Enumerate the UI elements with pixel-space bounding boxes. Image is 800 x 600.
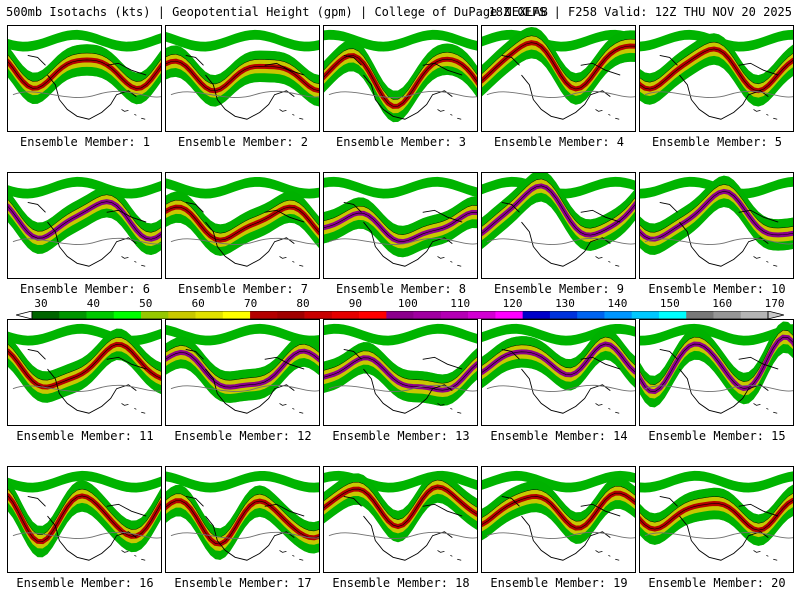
colorbar-segment [59, 311, 87, 319]
colorbar-segment [86, 311, 115, 319]
colorbar-segment [304, 311, 333, 319]
colorbar-tick-label: 50 [139, 297, 153, 310]
colorbar-segment [113, 311, 142, 319]
colorbar-segment [522, 311, 551, 319]
ensemble-map-7 [165, 172, 320, 279]
colorbar-segment [141, 311, 169, 319]
colorbar-segment [604, 311, 632, 319]
ensemble-member-label: Ensemble Member: 13 [332, 429, 470, 443]
ensemble-map-14 [481, 319, 636, 426]
colorbar-segment [686, 311, 714, 319]
ensemble-member-label: Ensemble Member: 5 [651, 135, 783, 149]
colorbar-segment [658, 311, 687, 319]
colorbar-segment [413, 311, 442, 319]
ensemble-member-label: Ensemble Member: 14 [490, 429, 628, 443]
chart-title: 500mb Isotachs (kts) | Geopotential Heig… [6, 5, 548, 19]
colorbar-tick-label: 40 [86, 297, 101, 310]
ensemble-member-label: Ensemble Member: 19 [490, 576, 628, 590]
ensemble-map-12 [165, 319, 320, 426]
colorbar-left-arrow [16, 311, 33, 319]
colorbar-tick-label: 130 [555, 297, 575, 310]
ensemble-map-11 [7, 319, 162, 426]
colorbar-tick-labels: 30 40 50 60 70 80 90 100 110 120 130 140 150 160 170 [0, 297, 800, 311]
colorbar-tick-label: 170 [764, 297, 785, 310]
colorbar-segment [713, 311, 742, 319]
ensemble-member-label: Ensemble Member: 10 [648, 282, 786, 296]
ensemble-member-label: Ensemble Member: 12 [174, 429, 312, 443]
colorbar-segment [277, 311, 305, 319]
ensemble-member-label: Ensemble Member: 3 [335, 135, 467, 149]
ensemble-member-label: Ensemble Member: 6 [19, 282, 151, 296]
ensemble-map-20 [639, 466, 794, 573]
ensemble-map-3 [323, 25, 478, 132]
ensemble-member-label: Ensemble Member: 16 [16, 576, 154, 590]
ensemble-map-10 [639, 172, 794, 279]
ensemble-map-17 [165, 466, 320, 573]
colorbar-segment [222, 311, 251, 319]
ensemble-map-8 [323, 172, 478, 279]
ensemble-member-label: Ensemble Member: 20 [648, 576, 786, 590]
ensemble-member-label: Ensemble Member: 2 [177, 135, 309, 149]
colorbar-segment [168, 311, 196, 319]
colorbar-segment [386, 311, 414, 319]
ensemble-map-19 [481, 466, 636, 573]
colorbar-tick-label: 90 [348, 297, 363, 310]
ensemble-member-label: Ensemble Member: 4 [493, 135, 625, 149]
colorbar-tick-label: 150 [659, 297, 680, 310]
colorbar-tick-label: 80 [296, 297, 310, 310]
ensemble-map-2 [165, 25, 320, 132]
colorbar-tick-label: 100 [397, 297, 418, 310]
ensemble-map-1 [7, 25, 162, 132]
colorbar-segment [631, 311, 660, 319]
colorbar-segment [549, 311, 578, 319]
ensemble-member-label: Ensemble Member: 18 [332, 576, 470, 590]
ensemble-map-18 [323, 466, 478, 573]
colorbar-tick-label: 140 [607, 297, 628, 310]
ensemble-member-label: Ensemble Member: 8 [335, 282, 467, 296]
colorbar-tick-label: 70 [243, 297, 258, 310]
colorbar-tick-label: 110 [450, 297, 471, 310]
ensemble-map-9 [481, 172, 636, 279]
colorbar-segment [359, 311, 387, 319]
ensemble-member-label: Ensemble Member: 9 [493, 282, 625, 296]
ensemble-member-label: Ensemble Member: 1 [19, 135, 151, 149]
ensemble-member-label: Ensemble Member: 15 [648, 429, 786, 443]
colorbar-right-arrow [767, 311, 784, 319]
colorbar-segment [495, 311, 523, 319]
ensemble-map-4 [481, 25, 636, 132]
colorbar-tick-label: 120 [502, 297, 523, 310]
ensemble-map-13 [323, 319, 478, 426]
colorbar-segment [32, 311, 60, 319]
colorbar-tick-label: 60 [191, 297, 205, 310]
ensemble-map-16 [7, 466, 162, 573]
wind-speed-colorbar [16, 311, 784, 319]
run-valid-time: 18Z GEFS | F258 Valid: 12Z THU NOV 20 20… [488, 5, 792, 19]
colorbar-segment [250, 311, 278, 319]
colorbar-segment [195, 311, 224, 319]
colorbar-segment [740, 311, 769, 319]
ensemble-member-label: Ensemble Member: 11 [16, 429, 154, 443]
ensemble-member-label: Ensemble Member: 7 [177, 282, 309, 296]
ensemble-map-5 [639, 25, 794, 132]
ensemble-member-label: Ensemble Member: 17 [174, 576, 312, 590]
colorbar-tick-label: 30 [34, 297, 48, 310]
colorbar-tick-label: 160 [712, 297, 733, 310]
colorbar-segment [468, 311, 496, 319]
ensemble-map-15 [639, 319, 794, 426]
colorbar-segment [440, 311, 469, 319]
ensemble-map-6 [7, 172, 162, 279]
colorbar-segment [331, 311, 360, 319]
colorbar-segment [577, 311, 605, 319]
